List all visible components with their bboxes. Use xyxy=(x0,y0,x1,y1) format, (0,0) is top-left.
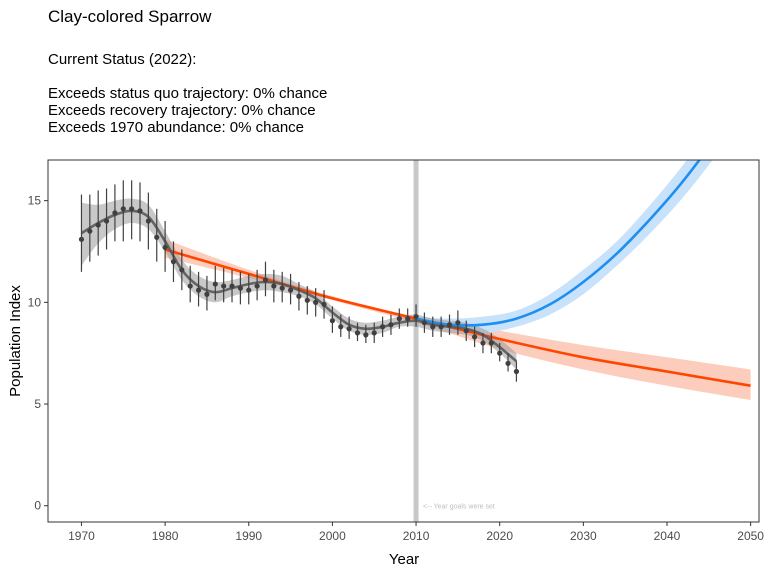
x-tick-label: 2000 xyxy=(319,529,346,543)
data-point xyxy=(505,360,511,366)
axes-layer: 1970 1980 1990 2000 2010 2020 2030 2040 2050 0 5 10… xyxy=(28,194,765,543)
data-point xyxy=(296,293,302,299)
x-tick-label: 2010 xyxy=(403,529,430,543)
data-point xyxy=(354,330,361,336)
data-point xyxy=(497,350,503,356)
data-point xyxy=(254,283,260,289)
data-point xyxy=(204,291,210,297)
x-tick-label: 2030 xyxy=(570,529,597,543)
data-point xyxy=(371,330,377,336)
data-point xyxy=(338,324,344,330)
data-point xyxy=(271,283,277,289)
data-point xyxy=(78,236,85,242)
data-point xyxy=(162,244,168,251)
data-point xyxy=(346,326,352,332)
data-point xyxy=(379,324,386,330)
data-point xyxy=(154,234,160,240)
data-point xyxy=(262,277,269,283)
data-point xyxy=(179,267,185,273)
data-point xyxy=(488,340,494,346)
data-point xyxy=(170,259,177,265)
data-point xyxy=(321,301,327,307)
data-point xyxy=(396,316,402,322)
data-point xyxy=(229,283,235,289)
x-axis-title: Year xyxy=(389,551,419,568)
data-point xyxy=(430,324,436,330)
data-point xyxy=(472,334,478,340)
data-point xyxy=(363,332,369,338)
status-line-status-quo: Exceeds status quo trajectory: 0% chance xyxy=(48,85,328,102)
data-point xyxy=(87,228,93,234)
status-heading: Current Status (2022): xyxy=(48,51,197,68)
data-point xyxy=(145,218,151,224)
y-tick-label: 15 xyxy=(28,194,42,208)
status-line-recovery: Exceeds recovery trajectory: 0% chance xyxy=(48,102,316,119)
trend-band xyxy=(81,198,517,370)
x-tick-label: 1980 xyxy=(152,529,179,543)
data-point xyxy=(413,313,419,320)
x-tick-label: 2050 xyxy=(737,529,764,543)
y-tick-label: 5 xyxy=(34,397,41,411)
data-point xyxy=(388,322,394,328)
data-point xyxy=(405,316,411,322)
data-point xyxy=(421,320,428,326)
data-point xyxy=(112,210,118,216)
data-point xyxy=(237,285,243,291)
data-point xyxy=(287,287,294,293)
y-tick-label: 10 xyxy=(28,295,42,309)
x-tick-label: 2040 xyxy=(654,529,681,543)
y-axis-title: Population Index xyxy=(7,285,24,397)
plot-panel-border xyxy=(47,159,760,523)
x-tick-label: 2020 xyxy=(486,529,513,543)
status-line-1970: Exceeds 1970 abundance: 0% chance xyxy=(48,119,305,136)
data-point xyxy=(221,283,227,289)
plot-layer: <-- Year goals were set xyxy=(78,160,751,522)
x-tick-label: 1990 xyxy=(235,529,262,543)
x-tick-label: 1970 xyxy=(68,529,95,543)
data-point xyxy=(313,299,319,305)
data-point xyxy=(304,297,310,303)
recovery-band xyxy=(416,160,713,334)
data-point xyxy=(137,208,143,214)
chart-title: Clay-colored Sparrow xyxy=(48,7,212,26)
data-point xyxy=(513,368,520,375)
data-point xyxy=(95,222,101,228)
data-point xyxy=(329,318,335,324)
y-tick-label: 0 xyxy=(34,499,41,513)
data-point xyxy=(187,283,193,289)
data-point xyxy=(129,206,135,212)
data-point xyxy=(480,340,486,346)
data-point xyxy=(195,287,202,293)
data-point xyxy=(120,206,126,212)
data-point xyxy=(103,218,110,224)
data-point xyxy=(438,324,444,330)
recovery-line xyxy=(415,160,702,327)
data-point xyxy=(446,322,453,328)
data-point xyxy=(246,287,252,293)
goal-year-annotation: <-- Year goals were set xyxy=(423,504,495,511)
data-point xyxy=(212,281,218,287)
data-point xyxy=(279,285,285,291)
data-point xyxy=(463,328,469,334)
data-point xyxy=(455,320,461,326)
